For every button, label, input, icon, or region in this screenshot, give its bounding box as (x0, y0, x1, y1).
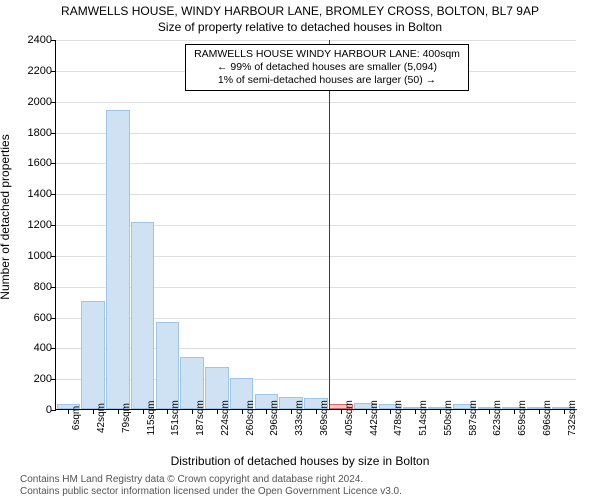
ytick-label: 2400 (17, 34, 52, 46)
copyright-text: Contains HM Land Registry data © Crown c… (20, 474, 580, 498)
xtick-mark (291, 409, 292, 414)
plot-area (55, 40, 575, 410)
chart-title-main: RAMWELLS HOUSE, WINDY HARBOUR LANE, BROM… (0, 4, 600, 18)
xtick-mark (440, 409, 441, 414)
xtick-label: 478sqm (393, 400, 404, 436)
ytick-label: 2000 (17, 96, 52, 108)
ytick-label: 2200 (17, 65, 52, 77)
xtick-label: 187sqm (195, 400, 206, 436)
annotation-line1: RAMWELLS HOUSE WINDY HARBOUR LANE: 400sq… (192, 48, 462, 61)
ytick-label: 600 (17, 312, 52, 324)
gridline (56, 163, 576, 164)
xtick-mark (266, 409, 267, 414)
histogram-bar (131, 222, 155, 409)
ytick-label: 1400 (17, 188, 52, 200)
ytick-label: 1800 (17, 127, 52, 139)
xtick-label: 696sqm (542, 400, 553, 436)
reference-line (329, 40, 330, 409)
xtick-label: 296sqm (269, 400, 280, 436)
ytick-label: 1600 (17, 157, 52, 169)
chart-title-sub: Size of property relative to detached ho… (0, 20, 600, 34)
xtick-mark (217, 409, 218, 414)
xtick-label: 42sqm (96, 403, 107, 433)
xtick-mark (564, 409, 565, 414)
xtick-mark (539, 409, 540, 414)
xtick-mark (489, 409, 490, 414)
xtick-label: 115sqm (146, 401, 157, 436)
histogram-bar (156, 322, 180, 409)
ytick-label: 1200 (17, 219, 52, 231)
xtick-label: 514sqm (418, 400, 429, 436)
x-axis-label: Distribution of detached houses by size … (0, 454, 600, 468)
gridline (56, 102, 576, 103)
copyright-line1: Contains HM Land Registry data © Crown c… (20, 474, 580, 486)
ytick-label: 400 (17, 342, 52, 354)
gridline (56, 194, 576, 195)
copyright-line2: Contains public sector information licen… (20, 486, 580, 498)
xtick-mark (415, 409, 416, 414)
histogram-bar (106, 110, 130, 409)
ytick-label: 200 (17, 373, 52, 385)
gridline (56, 40, 576, 41)
xtick-mark (93, 409, 94, 414)
xtick-label: 260sqm (245, 400, 256, 436)
xtick-label: 6sqm (71, 406, 82, 430)
xtick-label: 224sqm (220, 400, 231, 436)
ytick-label: 0 (17, 404, 52, 416)
xtick-mark (167, 409, 168, 414)
xtick-label: 659sqm (517, 400, 528, 436)
ytick-label: 1000 (17, 250, 52, 262)
xtick-label: 405sqm (344, 400, 355, 436)
ytick-label: 800 (17, 281, 52, 293)
xtick-label: 151sqm (170, 400, 181, 436)
xtick-label: 550sqm (443, 400, 454, 436)
xtick-mark (366, 409, 367, 414)
xtick-mark (68, 409, 69, 414)
xtick-label: 732sqm (567, 400, 578, 436)
xtick-label: 369sqm (319, 400, 330, 436)
annotation-line2: ← 99% of detached houses are smaller (5,… (192, 61, 462, 74)
y-axis-label: Number of detached properties (0, 117, 12, 317)
annotation-box: RAMWELLS HOUSE WINDY HARBOUR LANE: 400sq… (185, 44, 469, 91)
xtick-label: 79sqm (121, 403, 132, 433)
histogram-bar (81, 301, 105, 409)
xtick-label: 587sqm (468, 400, 479, 436)
xtick-mark (192, 409, 193, 414)
xtick-mark (118, 409, 119, 414)
gridline (56, 133, 576, 134)
xtick-mark (143, 409, 144, 414)
xtick-mark (242, 409, 243, 414)
xtick-mark (341, 409, 342, 414)
xtick-mark (316, 409, 317, 414)
xtick-mark (514, 409, 515, 414)
xtick-label: 623sqm (492, 400, 503, 436)
xtick-mark (390, 409, 391, 414)
annotation-line3: 1% of semi-detached houses are larger (5… (192, 74, 462, 87)
xtick-label: 333sqm (294, 400, 305, 436)
xtick-mark (465, 409, 466, 414)
xtick-label: 442sqm (369, 400, 380, 436)
